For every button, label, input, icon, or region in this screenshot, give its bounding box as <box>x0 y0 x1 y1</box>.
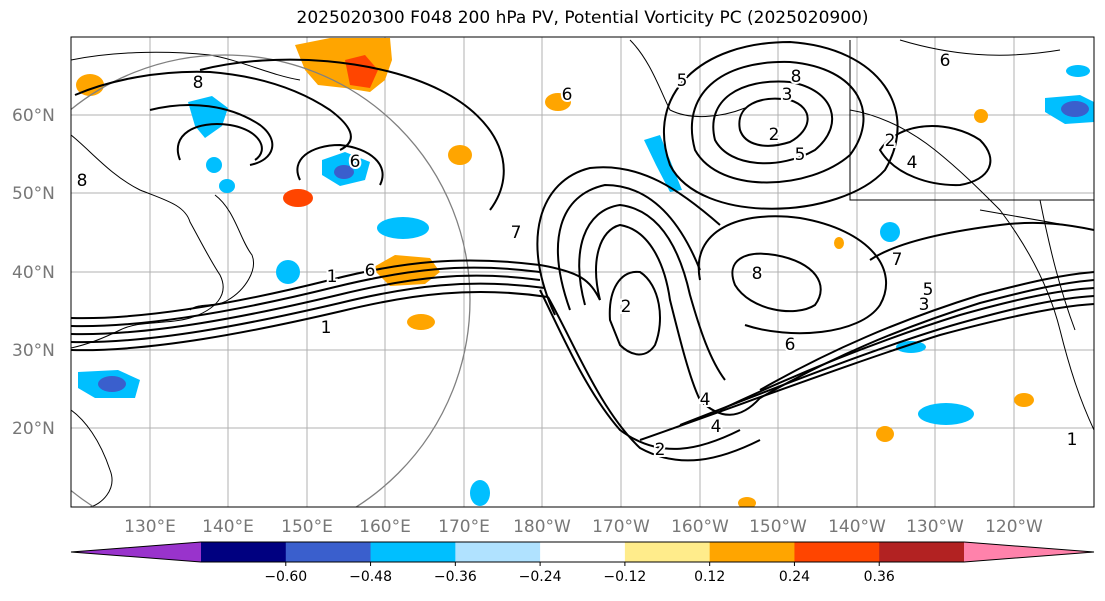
contour-label: 8 <box>791 67 802 87</box>
longitude-labels: 130°E 140°E 150°E 160°E 170°E 180°W 170°… <box>124 517 1043 537</box>
colorbar-tick-label: 0.12 <box>694 569 725 585</box>
positive-anomaly-patch <box>283 189 313 207</box>
strong-positive-anomaly-patch <box>345 55 378 88</box>
contour-label: 4 <box>700 390 711 410</box>
negative-anomaly-patch <box>896 341 926 353</box>
contour-label: 4 <box>711 417 722 437</box>
positive-anomaly-patch <box>834 237 844 249</box>
colorbar-outline <box>70 541 1095 563</box>
colorbar-segment <box>201 542 287 562</box>
contour-label: 1 <box>1067 430 1078 450</box>
negative-anomaly-patch <box>206 157 222 173</box>
negative-anomaly-patch <box>918 403 974 425</box>
lon-label: 150°W <box>749 517 807 537</box>
region-circle <box>71 54 471 507</box>
strong-negative-anomaly-patch <box>1061 101 1089 117</box>
lon-label: 170°E <box>438 517 490 537</box>
map-title: 2025020300 F048 200 hPa PV, Potential Vo… <box>296 8 869 28</box>
contour-label: 6 <box>350 152 361 172</box>
lon-label: 130°E <box>124 517 176 537</box>
lon-label: 170°W <box>592 517 650 537</box>
colorbar-segment <box>285 542 372 562</box>
colorbar-tick-label: −0.24 <box>519 569 562 585</box>
pv-contours <box>71 40 1094 462</box>
lon-label: 180°W <box>513 517 571 537</box>
positive-anomaly-patch <box>448 145 472 165</box>
lon-label: 140°E <box>202 517 254 537</box>
colorbar-segment <box>540 542 626 562</box>
contour-label: 7 <box>892 250 903 270</box>
gridlines <box>71 37 1094 507</box>
colorbar-tick-label: 0.36 <box>864 569 895 585</box>
colorbar: −0.60 −0.48 −0.36 −0.24 −0.12 0.12 0.24 0.36 <box>70 541 1095 585</box>
colorbar-segment <box>794 542 880 562</box>
contour-label: 2 <box>769 125 780 145</box>
contour-label: 3 <box>919 295 930 315</box>
colorbar-segment <box>709 542 795 562</box>
contour-label: 7 <box>511 223 522 243</box>
contour-label: 4 <box>907 153 918 173</box>
colorbar-extend-low <box>71 542 201 562</box>
strong-negative-anomaly-patch <box>98 376 126 392</box>
plot-frame <box>70 36 1095 508</box>
colorbar-tick-label: 0.24 <box>779 569 810 585</box>
contour-label: 8 <box>752 264 763 284</box>
lon-label: 160°E <box>359 517 411 537</box>
strong-negative-anomaly-patch <box>334 165 354 179</box>
negative-anomaly-patch <box>880 222 900 242</box>
contour-label: 6 <box>365 261 376 281</box>
contour-label: 1 <box>327 267 338 287</box>
contour-label: 3 <box>782 85 793 105</box>
negative-anomaly-patch <box>644 135 682 192</box>
positive-anomaly-patch <box>407 314 435 330</box>
contour-label: 2 <box>885 131 896 151</box>
colorbar-tick-label: −0.12 <box>603 569 646 585</box>
positive-anomaly-patch <box>738 497 756 507</box>
negative-anomaly-patch <box>219 179 235 193</box>
lon-label: 150°E <box>281 517 333 537</box>
contour-label: 2 <box>655 440 666 460</box>
positive-anomaly-patch <box>974 109 988 123</box>
lat-label: 40°N <box>12 263 55 283</box>
contour-label: 6 <box>562 85 573 105</box>
contour-label: 8 <box>77 171 88 191</box>
lon-label: 130°W <box>906 517 964 537</box>
lat-label: 20°N <box>12 419 55 439</box>
contour-label: 5 <box>677 71 688 91</box>
lat-label: 50°N <box>12 184 55 204</box>
latitude-labels: 60°N 50°N 40°N 30°N 20°N <box>12 106 55 439</box>
negative-anomaly-patch <box>276 260 300 284</box>
contour-label: 5 <box>923 280 934 300</box>
negative-anomaly-patch <box>470 480 490 506</box>
colorbar-segment <box>624 542 711 562</box>
positive-anomaly-patch <box>545 93 571 111</box>
colorbar-tick-label: −0.48 <box>349 569 392 585</box>
contour-label: 6 <box>785 335 796 355</box>
contour-label: 2 <box>621 297 632 317</box>
contour-label: 5 <box>795 145 806 165</box>
colorbar-segment <box>370 542 456 562</box>
pv-shading <box>76 38 1094 507</box>
lat-label: 30°N <box>12 341 55 361</box>
colorbar-tick-label: −0.60 <box>264 569 307 585</box>
positive-anomaly-patch <box>876 426 894 442</box>
contour-labels: 8 8 6 6 1 1 7 2 4 2 4 3 2 5 8 6 5 7 8 3 … <box>75 49 1080 462</box>
contour-label: 8 <box>193 73 204 93</box>
positive-anomaly-patch <box>1014 393 1034 407</box>
lon-label: 120°W <box>985 517 1043 537</box>
lon-label: 160°W <box>671 517 729 537</box>
colorbar-extend-high <box>964 542 1094 562</box>
colorbar-segment <box>879 542 965 562</box>
colorbar-segment <box>455 542 541 562</box>
lon-label: 140°W <box>828 517 886 537</box>
contour-label: 6 <box>940 51 951 71</box>
negative-anomaly-patch <box>1066 65 1090 77</box>
lat-label: 60°N <box>12 106 55 126</box>
colorbar-tick-label: −0.36 <box>434 569 477 585</box>
contour-label: 1 <box>321 318 332 338</box>
negative-anomaly-patch <box>377 217 429 239</box>
